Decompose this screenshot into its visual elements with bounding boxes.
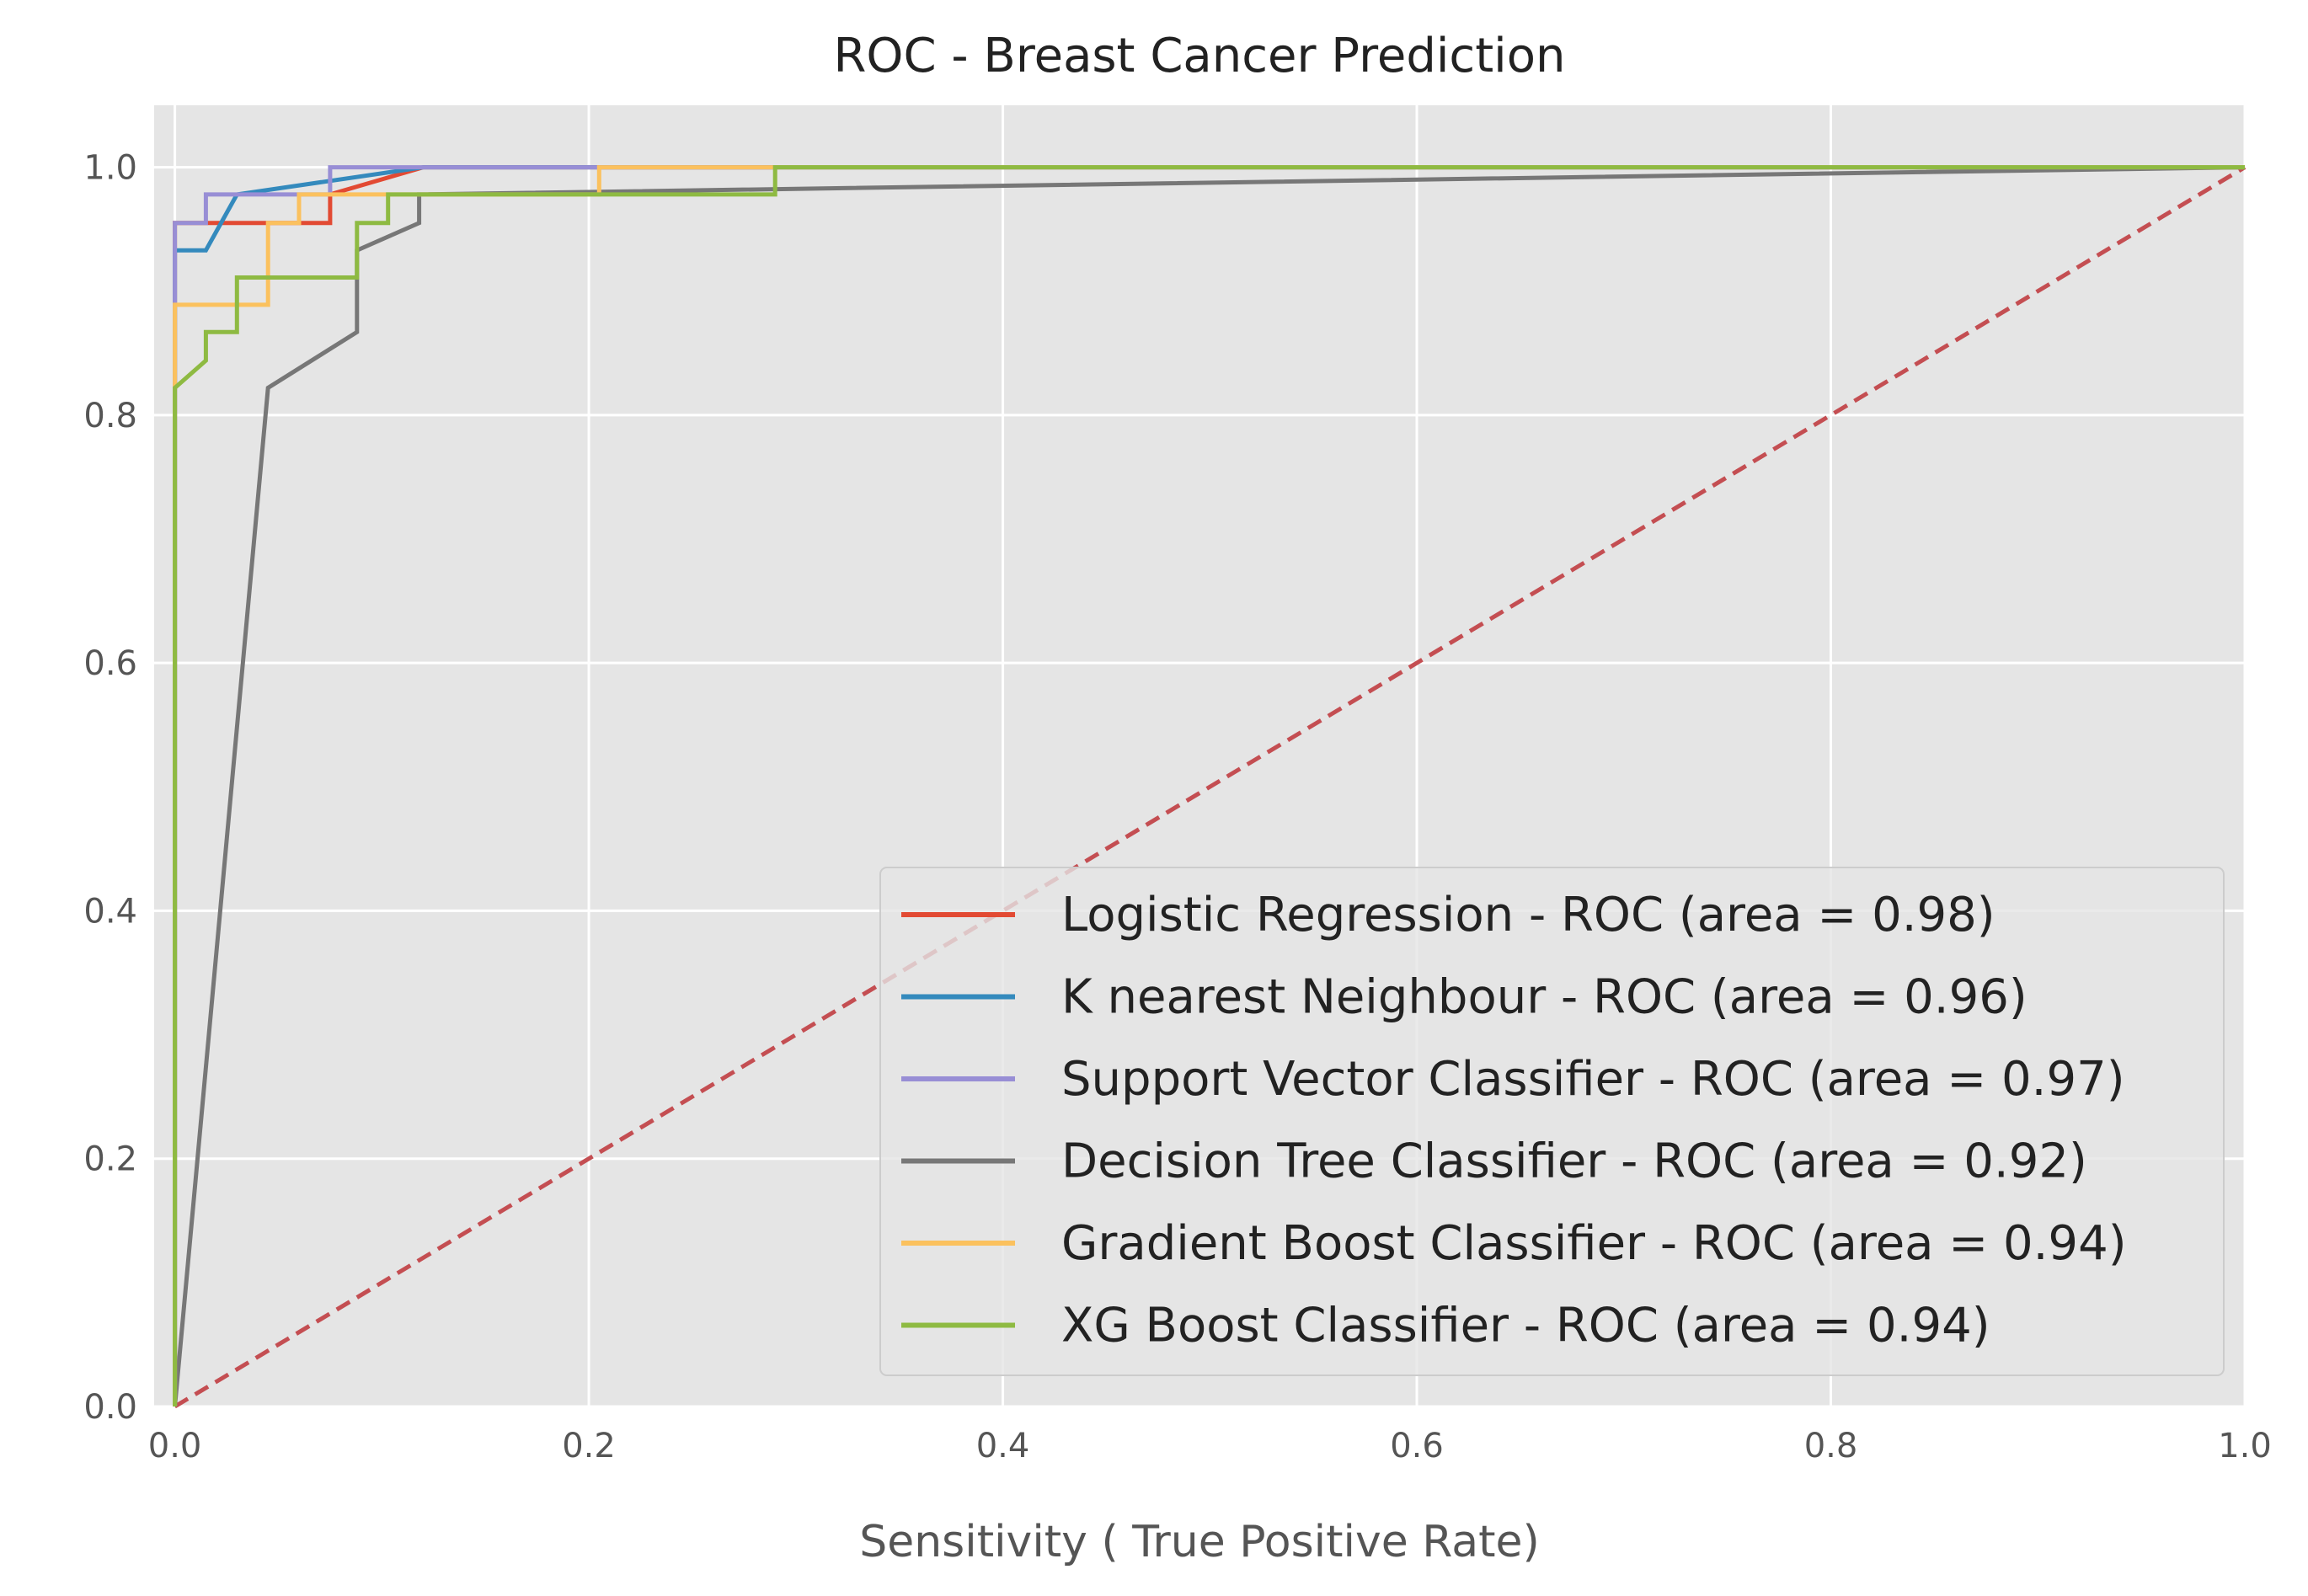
x-tick-label: 0.8 <box>1804 1427 1858 1465</box>
legend-entry: K nearest Neighbour - ROC (area = 0.96) <box>1061 970 2028 1025</box>
x-tick-label: 1.0 <box>2218 1427 2272 1465</box>
series-line-3 <box>173 165 2245 1407</box>
reference-line-group <box>174 165 2247 1409</box>
series-lines <box>173 165 2246 1407</box>
y-tick-label: 0.8 <box>83 397 137 435</box>
grid-lines <box>154 105 2247 1408</box>
y-tick-label: 0.0 <box>83 1388 137 1427</box>
legend-entry: Decision Tree Classifier - ROC (area = 0… <box>1061 1134 2087 1189</box>
x-axis-label: Sensitivity ( True Positive Rate) <box>859 1517 1540 1567</box>
x-tick-label: 0.0 <box>148 1427 202 1465</box>
y-tick-labels: 0.0 0.2 0.4 0.6 0.8 1.0 <box>83 149 137 1427</box>
chart-title: ROC - Breast Cancer Prediction <box>834 29 1566 83</box>
x-tick-labels: 0.0 0.2 0.4 0.6 0.8 1.0 <box>148 1427 2272 1465</box>
x-tick-label: 0.2 <box>562 1427 616 1465</box>
reference-diagonal-line <box>174 165 2247 1409</box>
legend-box <box>879 867 2225 1376</box>
x-tick-label: 0.4 <box>976 1427 1030 1465</box>
legend-entry: Support Vector Classifier - ROC (area = … <box>1061 1052 2125 1107</box>
x-tick-label: 0.6 <box>1390 1427 1444 1465</box>
series-line-5 <box>173 165 2245 1407</box>
series-line-6 <box>173 165 2245 1407</box>
y-tick-label: 1.0 <box>83 149 137 188</box>
y-tick-label: 0.6 <box>83 644 137 683</box>
y-tick-label: 0.4 <box>83 892 137 931</box>
y-tick-label: 0.2 <box>83 1140 137 1179</box>
legend-entry: Logistic Regression - ROC (area = 0.98) <box>1061 888 1995 942</box>
legend-entry: Gradient Boost Classifier - ROC (area = … <box>1061 1216 2127 1271</box>
legend-entry: XG Boost Classifier - ROC (area = 0.94) <box>1061 1299 1990 1353</box>
legend: Logistic Regression - ROC (area = 0.98) K… <box>879 867 2225 1376</box>
